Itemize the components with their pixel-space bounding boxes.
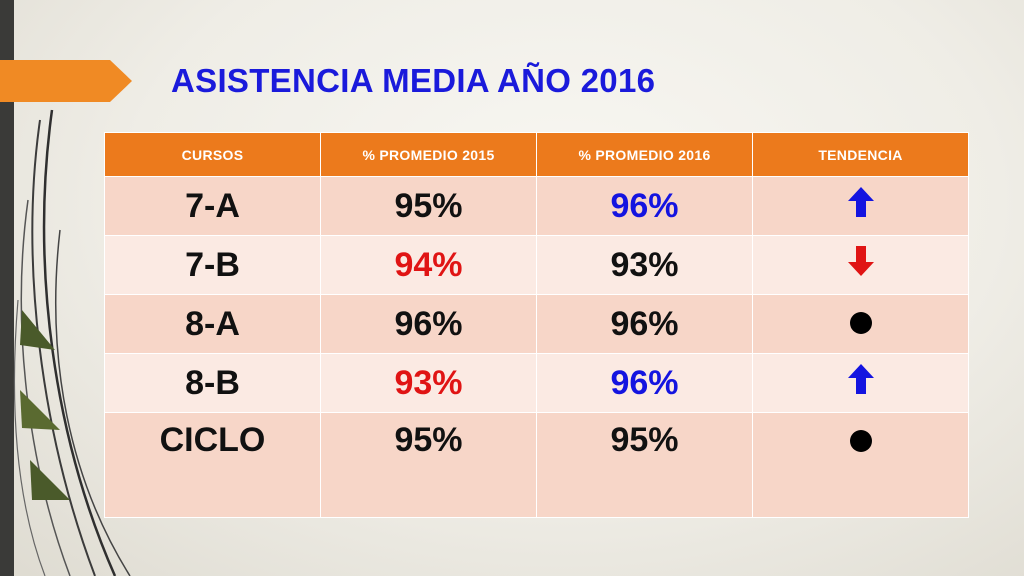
- tendencia-cell: [752, 294, 969, 354]
- promedio-2015-cell: 93%: [320, 353, 537, 413]
- promedio-2015-cell: 94%: [320, 235, 537, 295]
- table-row: 7-A 95% 96%: [104, 176, 969, 236]
- curso-cell: 8-A: [104, 294, 321, 354]
- tendencia-cell: [752, 176, 969, 236]
- table-row: 8-B 93% 96%: [104, 353, 969, 413]
- up-arrow-icon: [846, 185, 876, 228]
- table-row: 8-A 96% 96%: [104, 294, 969, 354]
- dot-icon: [849, 423, 873, 462]
- promedio-2016-cell: 96%: [536, 353, 753, 413]
- table-row: CICLO 95% 95%: [104, 412, 969, 518]
- promedio-2015-cell: 95%: [320, 412, 537, 518]
- tendencia-cell: [752, 412, 969, 518]
- tendencia-cell: [752, 235, 969, 295]
- promedio-2016-cell: 96%: [536, 176, 753, 236]
- promedio-2016-cell: 95%: [536, 412, 753, 518]
- slide-title: ASISTENCIA MEDIA AÑO 2016: [171, 62, 656, 99]
- promedio-2015-cell: 95%: [320, 176, 537, 236]
- decorative-curves: [13, 109, 131, 576]
- left-decorative-bar: [0, 0, 14, 576]
- tendencia-cell: [752, 353, 969, 413]
- header-tendencia: TENDENCIA: [752, 132, 969, 177]
- dot-icon: [849, 305, 873, 344]
- header-cursos: CURSOS: [104, 132, 321, 177]
- curso-cell: 8-B: [104, 353, 321, 413]
- header-promedio-2016: % PROMEDIO 2016: [536, 132, 753, 177]
- curso-cell: 7-B: [104, 235, 321, 295]
- down-arrow-icon: [846, 244, 876, 287]
- header-promedio-2015: % PROMEDIO 2015: [320, 132, 537, 177]
- table-header-row: CURSOS % PROMEDIO 2015 % PROMEDIO 2016 T…: [104, 132, 969, 177]
- promedio-2016-cell: 96%: [536, 294, 753, 354]
- curso-cell: CICLO: [104, 412, 321, 518]
- table-row: 7-B 94% 93%: [104, 235, 969, 295]
- attendance-table: CURSOS % PROMEDIO 2015 % PROMEDIO 2016 T…: [104, 132, 969, 518]
- promedio-2015-cell: 96%: [320, 294, 537, 354]
- up-arrow-icon: [846, 362, 876, 405]
- promedio-2016-cell: 93%: [536, 235, 753, 295]
- curso-cell: 7-A: [104, 176, 321, 236]
- title-arrow-shape: [0, 60, 132, 102]
